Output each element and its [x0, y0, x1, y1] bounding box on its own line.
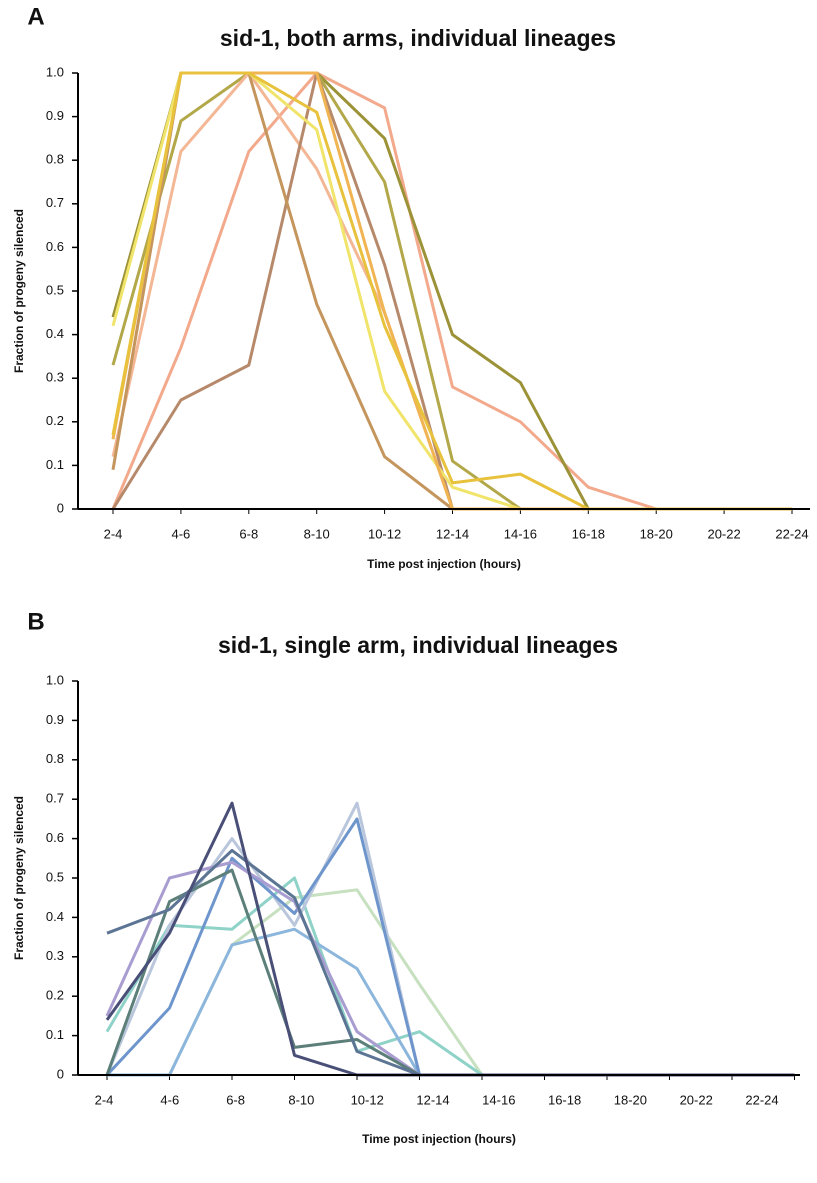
- y-tick-label: 0.8: [46, 751, 64, 766]
- x-tick-label: 20-22: [707, 526, 740, 541]
- x-tick-label: 14-16: [482, 1092, 515, 1107]
- y-tick-label: 1.0: [46, 672, 64, 687]
- panel-label: A: [27, 3, 44, 30]
- x-tick-label: 4-6: [160, 1092, 179, 1107]
- series-line: [105, 801, 795, 1077]
- y-tick-label: 0.2: [46, 988, 64, 1003]
- x-tick-label: 8-10: [288, 1092, 314, 1107]
- x-tick-label: 16-18: [572, 526, 605, 541]
- y-tick-label: 0.9: [46, 712, 64, 727]
- y-axis-label: Fraction of progeny silenced: [12, 796, 26, 960]
- x-tick-label: 6-8: [239, 526, 258, 541]
- y-tick-label: 0.4: [46, 326, 64, 341]
- x-tick-label: 8-10: [304, 526, 330, 541]
- y-tick-label: 0: [57, 1066, 64, 1081]
- chart-title: sid-1, both arms, individual lineages: [220, 25, 616, 51]
- x-tick-label: 6-8: [226, 1092, 245, 1107]
- x-tick-label: 22-24: [775, 526, 808, 541]
- x-tick-label: 20-22: [680, 1092, 713, 1107]
- x-axis-label: Time post injection (hours): [367, 557, 521, 571]
- y-tick-label: 0: [57, 500, 64, 515]
- x-tick-label: 12-14: [416, 1092, 449, 1107]
- y-tick-label: 0.7: [46, 195, 64, 210]
- series-line: [111, 71, 792, 511]
- chart-title: sid-1, single arm, individual lineages: [218, 632, 618, 658]
- y-tick-label: 0.9: [46, 108, 64, 123]
- series-line: [111, 71, 792, 511]
- series-line: [105, 801, 795, 1077]
- series-line: [111, 71, 792, 511]
- x-tick-label: 16-18: [548, 1092, 581, 1107]
- y-tick-label: 0.3: [46, 948, 64, 963]
- x-tick-label: 12-14: [436, 526, 469, 541]
- y-tick-label: 0.1: [46, 457, 64, 472]
- y-tick-label: 0.7: [46, 791, 64, 806]
- y-tick-label: 0.6: [46, 830, 64, 845]
- series-line: [111, 71, 792, 511]
- x-tick-label: 4-6: [172, 526, 191, 541]
- x-tick-label: 2-4: [104, 526, 123, 541]
- panel-label: B: [27, 608, 44, 635]
- y-tick-label: 0.1: [46, 1027, 64, 1042]
- series-line: [105, 868, 795, 1077]
- x-tick-label: 18-20: [640, 526, 673, 541]
- series-line: [106, 848, 795, 1077]
- y-tick-label: 0.5: [46, 869, 64, 884]
- y-tick-label: 0.5: [46, 282, 64, 297]
- y-tick-label: 0.6: [46, 239, 64, 254]
- series-line: [105, 817, 795, 1077]
- series-line: [111, 71, 792, 511]
- series-line: [107, 888, 795, 1077]
- x-tick-label: 10-12: [351, 1092, 384, 1107]
- series-line: [111, 71, 792, 511]
- y-tick-label: 0.3: [46, 370, 64, 385]
- series-line: [111, 71, 792, 511]
- x-tick-label: 22-24: [745, 1092, 778, 1107]
- y-axis-label: Fraction of progeny silenced: [12, 209, 26, 373]
- x-axis-label: Time post injection (hours): [362, 1132, 516, 1146]
- series-line: [111, 71, 792, 511]
- x-tick-label: 2-4: [95, 1092, 114, 1107]
- y-tick-label: 0.8: [46, 152, 64, 167]
- series-line: [105, 860, 795, 1077]
- y-tick-label: 1.0: [46, 64, 64, 79]
- x-tick-label: 14-16: [504, 526, 537, 541]
- y-tick-label: 0.4: [46, 909, 64, 924]
- y-tick-label: 0.2: [46, 413, 64, 428]
- x-tick-label: 18-20: [614, 1092, 647, 1107]
- series-line: [111, 71, 792, 511]
- x-tick-label: 10-12: [368, 526, 401, 541]
